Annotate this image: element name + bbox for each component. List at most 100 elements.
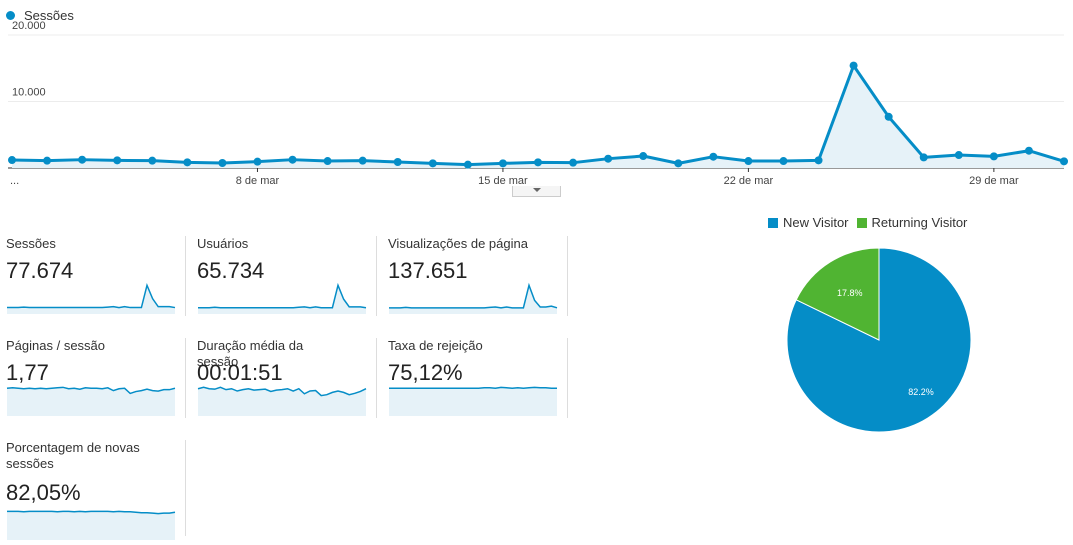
sparkline-line: [6, 386, 176, 395]
sparkline-line: [198, 282, 367, 309]
data-point: [498, 159, 507, 168]
metric-sparkline: [389, 282, 558, 314]
x-tick-label: 15 de mar: [478, 175, 528, 187]
x-tick-label: 29 de mar: [969, 175, 1019, 187]
sparkline-line: [7, 282, 176, 309]
new-visitor-swatch: [768, 217, 778, 228]
metric-tile[interactable]: Páginas / sessão 1,77: [6, 338, 186, 428]
series-area: [12, 65, 1064, 168]
metric-label: Duração média da sessão: [197, 338, 304, 369]
data-point: [639, 152, 648, 161]
sparkline-line: [389, 386, 557, 390]
data-point: [604, 154, 613, 163]
metric-sparkline: [7, 282, 176, 314]
data-point: [323, 157, 332, 166]
data-point: [8, 156, 16, 165]
data-point: [779, 157, 788, 166]
sessions-line-chart: 20.000 10.000... 8 de mar 15 de mar 22 de ma…: [0, 0, 1073, 200]
data-point: [428, 159, 437, 168]
sparkline-line: [7, 510, 176, 515]
data-point: [463, 160, 472, 169]
metric-divider: [567, 236, 568, 316]
sparkline-line: [197, 386, 367, 397]
data-point: [954, 151, 963, 160]
metric-label: Sessões: [6, 236, 56, 251]
pie-legend-label: New Visitor: [783, 215, 849, 230]
data-point: [288, 155, 297, 164]
visitor-type-pie-chart: 82.2% 17.8%: [786, 247, 972, 433]
sparkline-area: [389, 285, 557, 314]
data-point: [183, 158, 192, 167]
data-point: [534, 158, 542, 167]
metric-value: 75,12%: [388, 360, 463, 385]
sparkline-area: [198, 387, 366, 416]
sparkline-line: [389, 282, 558, 309]
data-point: [989, 152, 998, 161]
collapse-chart-button[interactable]: [512, 186, 561, 197]
chart-legend[interactable]: Sessões: [6, 8, 74, 23]
pie-slice: [795, 247, 880, 341]
data-point: [569, 158, 578, 167]
data-point: [393, 158, 402, 167]
data-point: [148, 156, 157, 165]
metric-sparkline: [197, 386, 367, 416]
data-point: [1060, 157, 1068, 166]
caret-down-icon: [533, 188, 541, 192]
metric-value: 65.734: [197, 258, 265, 283]
metric-sparkline: [6, 386, 176, 416]
metric-label: Páginas / sessão: [6, 338, 106, 353]
pie-slice-label: 82.2%: [908, 387, 934, 397]
metric-tile[interactable]: Porcentagem de novas sessões 82,05%: [6, 440, 186, 540]
metric-value: 1,77: [6, 360, 49, 385]
data-point: [43, 156, 52, 165]
sparkline-area: [389, 387, 557, 416]
metric-sparkline: [389, 386, 557, 416]
sparkline-area: [198, 285, 366, 314]
metric-tile[interactable]: Visualizações de página 137.651: [388, 236, 568, 326]
data-point: [358, 156, 367, 165]
metric-value: 00:01:51: [197, 360, 283, 385]
data-point: [709, 152, 718, 161]
metric-value: 77.674: [6, 258, 74, 283]
metric-tile[interactable]: Sessões 77.674: [6, 236, 186, 326]
y-tick-label: 10.000: [12, 87, 46, 99]
metric-divider: [376, 236, 377, 316]
pie-legend: New Visitor Returning Visitor: [768, 215, 975, 230]
metric-sparkline: [7, 510, 176, 540]
pie-legend-new-visitor[interactable]: New Visitor: [768, 215, 849, 230]
x-tick-label: 8 de mar: [236, 175, 280, 187]
metric-sparkline: [198, 282, 367, 314]
metric-value: 137.651: [388, 258, 468, 283]
metric-label: Usuários: [197, 236, 249, 251]
data-point: [849, 61, 858, 70]
metric-divider: [185, 236, 186, 316]
sparkline-area: [7, 511, 175, 540]
data-point: [78, 155, 87, 164]
metric-label: Porcentagem de novas sessões: [6, 440, 140, 471]
metric-divider: [185, 338, 186, 418]
data-point: [919, 153, 928, 162]
metric-tile[interactable]: Duração média da sessão 00:01:51: [197, 338, 377, 428]
pie-legend-returning-visitor[interactable]: Returning Visitor: [856, 215, 968, 230]
returning-visitor-swatch: [856, 217, 867, 228]
data-point: [218, 159, 227, 168]
pie-legend-label: Returning Visitor: [871, 215, 968, 230]
metric-tile[interactable]: Usuários 65.734: [197, 236, 377, 326]
metric-label: Taxa de rejeição: [388, 338, 483, 353]
metric-label: Visualizações de página: [388, 236, 528, 251]
x-tick-label: ...: [10, 175, 19, 187]
pie-slice-label: 17.8%: [837, 288, 863, 298]
data-point: [744, 157, 753, 166]
metric-value: 82,05%: [6, 480, 81, 505]
data-point: [253, 157, 262, 166]
data-point: [113, 156, 122, 165]
data-point: [814, 156, 823, 165]
legend-label: Sessões: [24, 8, 74, 23]
x-tick-label: 22 de mar: [724, 175, 774, 187]
sparkline-area: [7, 387, 175, 416]
data-point: [1024, 146, 1033, 155]
data-point: [674, 159, 683, 168]
metric-tile[interactable]: Taxa de rejeição 75,12%: [388, 338, 568, 428]
metric-divider: [567, 338, 568, 418]
y-tick-label: 20.000: [12, 20, 46, 32]
